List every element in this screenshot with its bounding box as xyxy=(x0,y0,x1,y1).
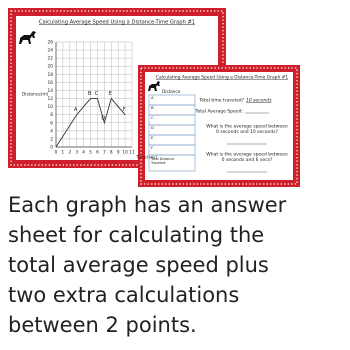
question: 0 seconds and 6 secs? xyxy=(222,157,273,163)
y-tick-label: 26 xyxy=(48,40,54,46)
card-sheet xyxy=(145,72,293,180)
question: What is the average speed between xyxy=(206,152,288,158)
card-title: Calculating Average Speed Using a Distan… xyxy=(156,75,288,81)
x-tick-label: 7 xyxy=(103,150,106,156)
horse-icon xyxy=(19,31,36,44)
row-label: C xyxy=(151,115,154,120)
y-tick-label: 2 xyxy=(50,136,53,142)
y-tick-label: 24 xyxy=(48,48,54,54)
x-tick-label: 8 xyxy=(110,150,113,156)
y-tick-label: 16 xyxy=(48,80,54,86)
x-tick-label: 3 xyxy=(75,150,78,156)
y-tick-label: 8 xyxy=(50,112,53,118)
x-tick-label: 2 xyxy=(68,150,71,156)
y-tick-label: 6 xyxy=(50,120,53,126)
table-header: Distance xyxy=(162,89,181,94)
y-tick-label: 20 xyxy=(48,64,54,70)
y-tick-label: 12 xyxy=(48,96,54,102)
caption-line: Each graph has an answer xyxy=(8,193,287,217)
x-tick-label: 0 xyxy=(55,150,58,156)
question: Total Average Speed: xyxy=(195,109,243,115)
row-label: A xyxy=(151,95,154,100)
caption-line: between 2 points. xyxy=(8,313,197,337)
caption-line: two extra calculations xyxy=(8,283,239,307)
horse-icon xyxy=(148,81,160,91)
x-tick-label: 4 xyxy=(82,150,85,156)
row-label: F xyxy=(151,145,153,150)
frame-dots xyxy=(140,67,298,185)
caption-line: total average speed plus xyxy=(8,253,269,277)
y-tick-label: 10 xyxy=(48,104,54,110)
y-tick-label: 0 xyxy=(50,145,53,151)
x-tick-label: 10 xyxy=(122,150,128,156)
answer: 10 seconds xyxy=(246,98,272,104)
y-tick-label: 18 xyxy=(48,72,54,78)
point-label: F xyxy=(123,107,126,113)
question: 0 seconds and 10 seconds? xyxy=(216,129,279,135)
y-axis-label: Distance(m) xyxy=(22,92,49,98)
x-tick-label: 11 xyxy=(129,150,135,156)
question: What is the average speed between xyxy=(206,124,288,130)
point-label: A xyxy=(74,107,78,113)
point-label: E xyxy=(109,91,112,97)
y-tick-label: 22 xyxy=(48,56,54,62)
x-tick-label: 6 xyxy=(96,150,99,156)
x-tick-label: 9 xyxy=(117,150,120,156)
point-label: C xyxy=(95,91,99,97)
x-axis-label: Time(sec) xyxy=(135,155,157,161)
table-footer: Total Distance xyxy=(150,157,174,161)
y-tick-label: 14 xyxy=(48,88,54,94)
point-label: D xyxy=(101,115,105,121)
row-label: B xyxy=(151,105,154,110)
x-tick-label: 1 xyxy=(62,150,65,156)
distance-line xyxy=(55,97,126,148)
table-footer-box xyxy=(148,154,196,172)
frame-dots xyxy=(10,10,224,166)
point-label: B xyxy=(88,91,92,97)
row-label: E xyxy=(151,135,154,140)
x-tick-label: 5 xyxy=(89,150,92,156)
card-title: Calculating Average Speed Using a Distan… xyxy=(39,20,195,26)
row-label: D xyxy=(151,125,154,130)
question: Total time traveled? xyxy=(198,98,244,104)
caption-line: sheet for calculating the xyxy=(8,223,264,247)
table-footer: Traveled: xyxy=(150,161,166,165)
y-tick-label: 4 xyxy=(50,128,53,134)
